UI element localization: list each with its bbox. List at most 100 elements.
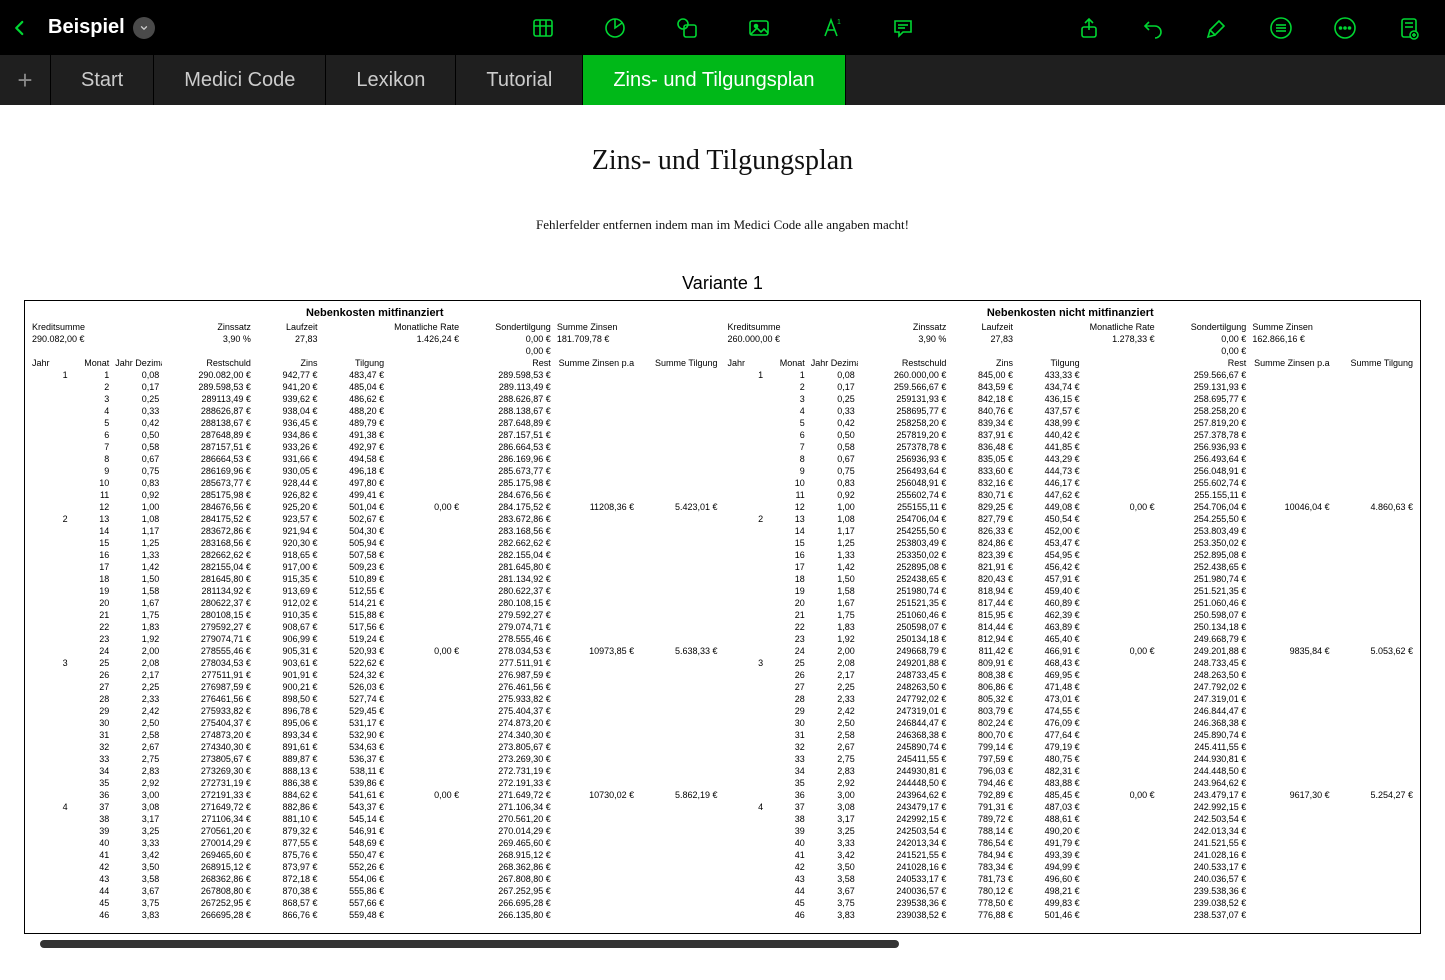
right-table-section: Nebenkosten nicht mitfinanziert Kreditsu… [725,305,1417,921]
table-row: 433,58268362,86 € 872,18 €554,06 €267.80… [29,873,721,885]
table-row: 3252,08278034,53 € 903,61 €522,62 €277.5… [29,657,721,669]
table-icon[interactable] [531,16,555,40]
tables-container: Nebenkosten mitfinanziert Kreditsumme Zi… [24,300,1421,934]
table-row: 221,83279592,27 € 908,67 €517,56 €279.07… [29,621,721,633]
table-row: 211,75280108,15 € 910,35 €515,88 €279.59… [29,609,721,621]
table-row: 463,83266695,28 € 866,76 €559,48 €266.13… [29,909,721,921]
table-row: 4373,08271649,72 € 882,86 €543,37 €271.1… [29,801,721,813]
table-row: 211,75251060,46 € 815,95 €462,39 €250.59… [725,609,1417,621]
table-row: 201,67251521,35 € 817,44 €460,89 €251.06… [725,597,1417,609]
list-circle-icon[interactable] [1269,16,1293,40]
table-row: 413,42241521,55 € 784,94 €493,39 €241.02… [725,849,1417,861]
text-icon[interactable]: 1 [819,16,843,40]
section-head-right: Nebenkosten nicht mitfinanziert [725,305,1417,321]
table-row: 201,67280622,37 € 912,02 €514,21 €280.10… [29,597,721,609]
chevron-down-icon [133,17,155,39]
tab-medici-code[interactable]: Medici Code [154,55,326,105]
table-row: 110,08290.082,00 € 942,77 €483,47 €289.5… [29,369,721,381]
table-row: 20,17259.566,67 € 843,59 €434,74 €259.13… [725,381,1417,393]
table-row: 80,67256936,93 € 835,05 €443,29 €256.493… [725,453,1417,465]
table-row: 282,33276461,56 € 898,50 €527,74 €275.93… [29,693,721,705]
toolbar-center: 1 [531,16,915,40]
table-row: 90,75256493,64 € 833,60 €444,73 €256.048… [725,465,1417,477]
table-row: 50,42258258,20 € 839,34 €438,99 €257.819… [725,417,1417,429]
table-row: 242,00249668,79 € 811,42 €466,91 €0,00 €… [725,645,1417,657]
horizontal-scrollbar[interactable] [40,940,1425,948]
undo-icon[interactable] [1141,16,1165,40]
tab-tutorial[interactable]: Tutorial [456,55,583,105]
table-row: 292,42275933,82 € 896,78 €529,45 €275.40… [29,705,721,717]
table-row: 272,25248263,50 € 806,86 €471,48 €247.79… [725,681,1417,693]
comment-icon[interactable] [891,16,915,40]
table-row: 322,67274340,30 € 891,61 €534,63 €273.80… [29,741,721,753]
table-row: 100,83256048,91 € 832,16 €446,17 €255.60… [725,477,1417,489]
table-row: 2131,08254706,04 € 827,79 €450,54 €254.2… [725,513,1417,525]
table-row: 443,67267808,80 € 870,38 €555,86 €267.25… [29,885,721,897]
table-row: 423,50268915,12 € 873,97 €552,26 €268.36… [29,861,721,873]
table-row: 141,17283672,86 € 921,94 €504,30 €283.16… [29,525,721,537]
table-row: 231,92250134,18 € 812,94 €465,40 €249.66… [725,633,1417,645]
table-row: 70,58287157,51 € 933,26 €492,97 €286.664… [29,441,721,453]
table-row: 332,75245411,55 € 797,59 €480,75 €244.93… [725,753,1417,765]
table-row: 100,83285673,77 € 928,44 €497,80 €285.17… [29,477,721,489]
tab-lexikon[interactable]: Lexikon [326,55,456,105]
shape-icon[interactable] [675,16,699,40]
chart-icon[interactable] [603,16,627,40]
table-row: 352,92244448,50 € 794,46 €483,88 €243.96… [725,777,1417,789]
table-row: 272,25276987,59 € 900,21 €526,03 €276.46… [29,681,721,693]
table-row: 332,75273805,67 € 889,87 €536,37 €273.26… [29,753,721,765]
variant-title: Variante 1 [20,273,1425,294]
add-sheet-button[interactable]: + [0,55,51,105]
table-row: 151,25253803,49 € 824,86 €453,47 €253.35… [725,537,1417,549]
table-row: 161,33282662,62 € 918,65 €507,58 €282.15… [29,549,721,561]
table-row: 242,00278555,46 € 905,31 €520,93 €0,00 €… [29,645,721,657]
table-row: 191,58281134,92 € 913,69 €512,55 €280.62… [29,585,721,597]
table-row: 121,00255155,11 € 829,25 €449,08 €0,00 €… [725,501,1417,513]
table-row: 342,83244930,81 € 796,03 €482,31 €244.44… [725,765,1417,777]
tab-start[interactable]: Start [51,55,154,105]
amortization-table: JahrMonatJahr DezimalRestschuld ZinsTilg… [29,357,721,921]
section-head-left: Nebenkosten mitfinanziert [29,305,721,321]
amortization-table: JahrMonatJahr DezimalRestschuld ZinsTilg… [725,357,1417,921]
table-row: 302,50275404,37 € 895,06 €531,17 €274.87… [29,717,721,729]
image-icon[interactable] [747,16,771,40]
table-row: 121,00284676,56 € 925,20 €501,04 €0,00 €… [29,501,721,513]
table-row: 110,08260.000,00 € 845,00 €433,33 €259.5… [725,369,1417,381]
more-icon[interactable] [1333,16,1357,40]
table-row: 171,42252895,08 € 821,91 €456,42 €252.43… [725,561,1417,573]
table-row: 423,50241028,16 € 783,34 €494,99 €240.53… [725,861,1417,873]
table-row: 171,42282155,04 € 917,00 €509,23 €281.64… [29,561,721,573]
table-row: 161,33253350,02 € 823,39 €454,95 €252.89… [725,549,1417,561]
table-row: 2131,08284175,52 € 923,57 €502,67 €283.6… [29,513,721,525]
table-row: 221,83250598,07 € 814,44 €463,89 €250.13… [725,621,1417,633]
back-button[interactable] [0,19,40,37]
table-row: 322,67245890,74 € 799,14 €479,19 €245.41… [725,741,1417,753]
format-brush-icon[interactable] [1205,16,1229,40]
table-row: 463,83239038,52 € 776,88 €501,46 €238.53… [725,909,1417,921]
table-row: 342,83273269,30 € 888,13 €538,11 €272.73… [29,765,721,777]
table-row: 50,42288138,67 € 936,45 €489,79 €287.648… [29,417,721,429]
tab-zins-und-tilgungsplan[interactable]: Zins- und Tilgungsplan [583,55,845,105]
table-row: 191,58251980,74 € 818,94 €459,40 €251.52… [725,585,1417,597]
document-add-icon[interactable] [1397,16,1421,40]
table-row: 70,58257378,78 € 836,48 €441,85 €256.936… [725,441,1417,453]
table-row: 363,00243964,62 € 792,89 €485,45 €0,00 €… [725,789,1417,801]
table-row: 453,75239538,36 € 778,50 €499,83 €239.03… [725,897,1417,909]
doc-title-wrap[interactable]: Beispiel [48,16,155,39]
table-row: 3252,08249201,88 € 809,91 €468,43 €248.7… [725,657,1417,669]
page-title: Zins- und Tilgungsplan [20,145,1425,177]
table-row: 403,33270014,29 € 877,55 €548,69 €269.46… [29,837,721,849]
table-row: 181,50281645,80 € 915,35 €510,89 €281.13… [29,573,721,585]
table-row: 262,17248733,45 € 808,38 €469,95 €248.26… [725,669,1417,681]
table-row: 30,25289113,49 € 939,62 €486,62 €288.626… [29,393,721,405]
share-icon[interactable] [1077,16,1101,40]
summary-table: Kreditsumme Zinssatz Laufzeit Monatliche… [29,321,721,357]
table-row: 30,25259131,93 € 842,18 €436,15 €258.695… [725,393,1417,405]
table-row: 282,33247792,02 € 805,32 €473,01 €247.31… [725,693,1417,705]
table-row: 383,17242992,15 € 789,72 €488,61 €242.50… [725,813,1417,825]
summary-table: Kreditsumme Zinssatz Laufzeit Monatliche… [725,321,1417,357]
table-row: 4373,08243479,17 € 791,31 €487,03 €242.9… [725,801,1417,813]
table-row: 110,92285175,98 € 926,82 €499,41 €284.67… [29,489,721,501]
table-row: 181,50252438,65 € 820,43 €457,91 €251.98… [725,573,1417,585]
table-row: 433,58240533,17 € 781,73 €496,60 €240.03… [725,873,1417,885]
